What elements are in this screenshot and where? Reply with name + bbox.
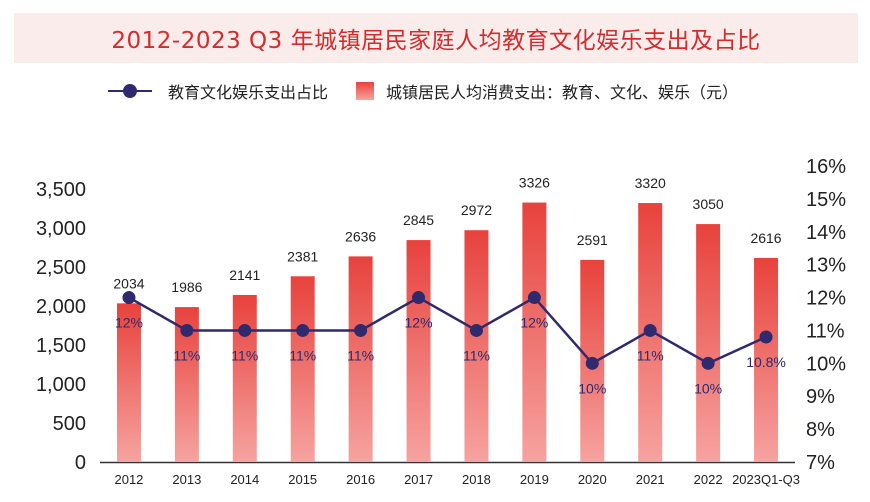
share-value-label: 11% xyxy=(173,347,200,363)
bar xyxy=(290,276,315,462)
bar xyxy=(406,240,431,462)
bar-legend-swatch-icon xyxy=(356,82,375,100)
bar xyxy=(696,224,721,462)
x-axis-tick-label: 2019 xyxy=(520,472,549,487)
left-axis-tick-label: 0 xyxy=(75,452,86,474)
share-point xyxy=(527,291,541,305)
left-axis-tick-label: 500 xyxy=(53,413,86,435)
share-value-label: 10.8% xyxy=(746,354,786,370)
share-point xyxy=(701,356,715,370)
bar-value-label: 2972 xyxy=(461,202,492,218)
share-value-label: 11% xyxy=(231,347,258,363)
bar-value-label: 2636 xyxy=(345,228,376,244)
share-value-label: 12% xyxy=(115,315,143,331)
right-axis-tick-label: 11% xyxy=(806,320,845,342)
x-axis-tick-label: 2015 xyxy=(288,472,317,487)
share-value-label: 10% xyxy=(694,380,722,396)
share-point xyxy=(238,323,252,337)
bar-value-label: 3320 xyxy=(635,175,666,191)
right-axis-tick-label: 16% xyxy=(806,156,846,178)
bar xyxy=(464,230,489,462)
left-axis-tick-label: 2,500 xyxy=(36,257,86,279)
share-point xyxy=(643,323,657,337)
x-axis-tick-label: 2017 xyxy=(404,472,433,487)
x-axis-tick-label: 2023Q1-Q3 xyxy=(732,472,800,487)
left-axis-tick-label: 2,000 xyxy=(36,296,86,318)
x-axis-tick-label: 2021 xyxy=(636,472,665,487)
bar xyxy=(232,295,257,462)
right-axis-tick-label: 14% xyxy=(806,222,846,244)
x-axis-tick-label: 2020 xyxy=(578,472,607,487)
share-value-label: 11% xyxy=(289,347,316,363)
x-axis-tick-label: 2022 xyxy=(694,472,723,487)
left-axis-tick-label: 3,000 xyxy=(36,218,86,240)
bar-value-label: 3050 xyxy=(693,196,724,212)
share-value-label: 11% xyxy=(637,347,664,363)
left-axis-tick-label: 1,500 xyxy=(36,335,86,357)
chart-title: 2012-2023 Q3 年城镇居民家庭人均教育文化娱乐支出及占比 xyxy=(111,28,761,54)
share-point xyxy=(759,330,773,344)
share-point xyxy=(180,323,194,337)
bar xyxy=(522,202,547,462)
legend-bar-label: 城镇居民人均消费支出：教育、文化、娱乐（元） xyxy=(386,83,739,102)
share-point xyxy=(469,323,483,337)
chart-title-banner: 2012-2023 Q3 年城镇居民家庭人均教育文化娱乐支出及占比 xyxy=(14,13,858,63)
share-value-label: 11% xyxy=(347,347,374,363)
share-point xyxy=(296,323,310,337)
legend-line-label: 教育文化娱乐支出占比 xyxy=(168,83,329,102)
right-axis-tick-label: 7% xyxy=(806,452,835,474)
x-axis-tick-label: 2014 xyxy=(230,472,259,487)
bar-value-label: 3326 xyxy=(519,175,550,191)
bar xyxy=(754,257,779,462)
left-axis-tick-label: 3,500 xyxy=(36,179,86,201)
share-series-line xyxy=(128,295,767,365)
bar xyxy=(116,303,141,462)
right-axis-tick-label: 13% xyxy=(806,255,846,277)
right-axis-tick-label: 9% xyxy=(806,386,835,408)
bar-value-label: 2616 xyxy=(750,230,781,246)
x-axis-tick-label: 2018 xyxy=(462,472,491,487)
share-value-label: 11% xyxy=(463,347,490,363)
left-axis-tick-label: 1,000 xyxy=(36,374,86,396)
share-point xyxy=(122,291,136,305)
share-point xyxy=(412,291,426,305)
right-axis-tick-label: 15% xyxy=(806,189,846,211)
bar-value-label: 2034 xyxy=(113,275,144,291)
bar xyxy=(348,256,373,462)
share-point xyxy=(585,356,599,370)
x-axis-tick-label: 2016 xyxy=(346,472,375,487)
line-legend-marker-icon xyxy=(108,81,152,101)
right-axis-tick-label: 8% xyxy=(806,419,835,441)
share-value-label: 12% xyxy=(405,315,433,331)
legend: 教育文化娱乐支出占比 城镇居民人均消费支出：教育、文化、娱乐（元） xyxy=(108,78,738,104)
x-axis-tick-label: 2013 xyxy=(172,472,201,487)
share-value-label: 12% xyxy=(520,315,548,331)
bar-value-label: 2845 xyxy=(403,212,434,228)
share-value-label: 10% xyxy=(578,380,606,396)
bar-value-label: 2381 xyxy=(287,248,318,264)
x-axis-tick-label: 2012 xyxy=(114,472,143,487)
right-axis-tick-label: 12% xyxy=(806,288,846,310)
bar-value-label: 2591 xyxy=(577,232,608,248)
bar-value-label: 2141 xyxy=(229,267,260,283)
share-point xyxy=(354,323,368,337)
right-axis-tick-label: 10% xyxy=(806,353,846,375)
bar-value-label: 1986 xyxy=(171,279,202,295)
